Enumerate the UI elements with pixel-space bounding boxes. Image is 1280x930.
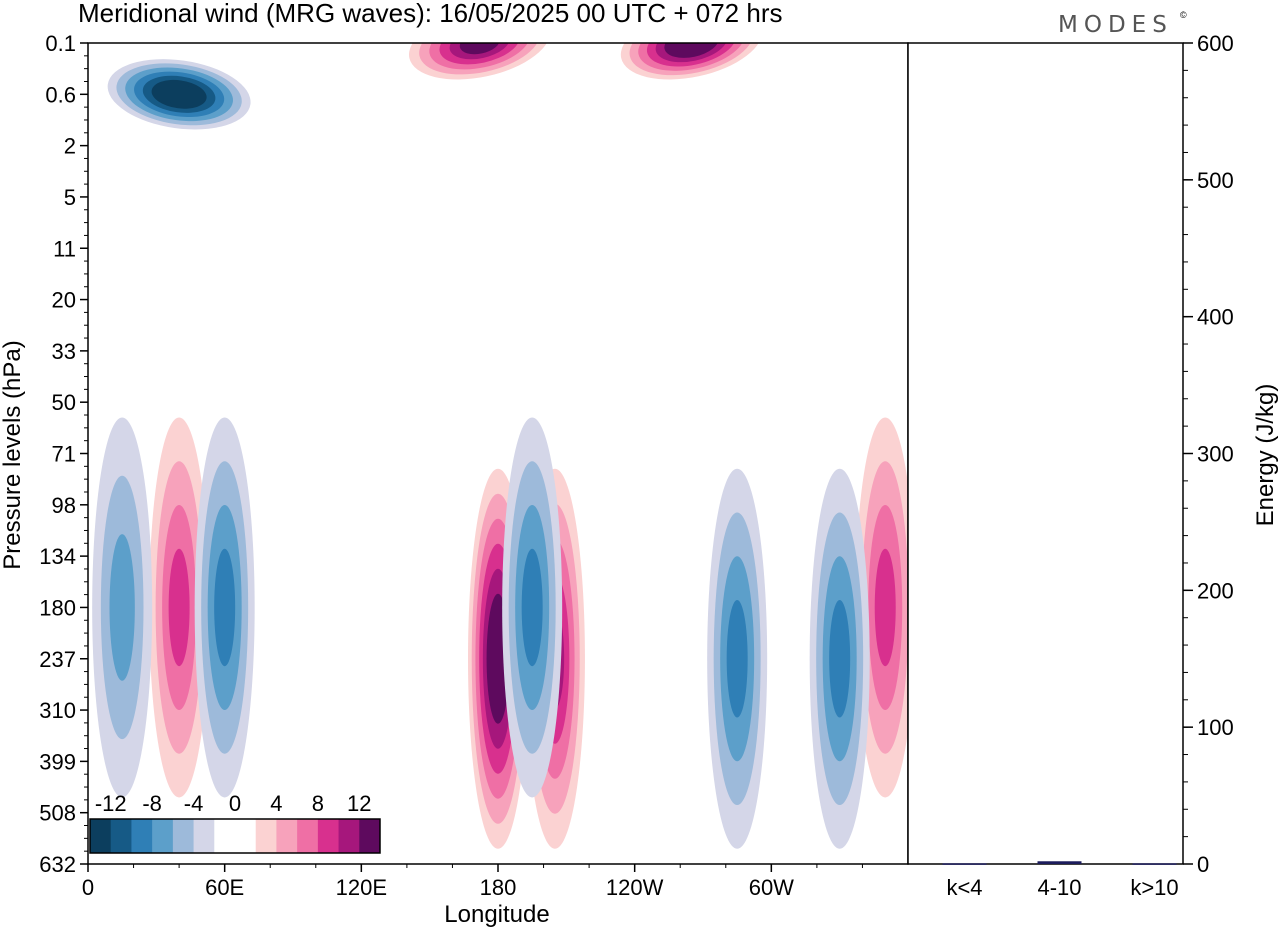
- contour-level: [829, 600, 851, 718]
- colorbar-cell: [110, 819, 132, 853]
- energy-categories: k<4 4-10 k>10: [946, 875, 1178, 900]
- energy-category-label: k>10: [1130, 875, 1178, 900]
- colorbar-cell: [338, 819, 360, 853]
- energy-bar: [1132, 863, 1177, 865]
- colorbar-cell: [276, 819, 298, 853]
- x-tick-label: 60E: [205, 875, 244, 900]
- colorbar-cell: [359, 819, 381, 853]
- x-tick-label: 120E: [336, 875, 387, 900]
- y-tick-label: 20: [52, 288, 76, 313]
- contour-feature: [149, 417, 210, 798]
- contour-level: [214, 548, 236, 667]
- energy-tick-label: 100: [1197, 715, 1234, 740]
- colorbar-labels: -12 -8 -4 0 4 8 12: [95, 791, 372, 816]
- energy-tick-label: 500: [1197, 168, 1234, 193]
- contour-feature: [809, 468, 870, 849]
- x-tick-label: 180: [480, 875, 517, 900]
- y-tick-label: 0.6: [45, 82, 76, 107]
- colorbar-label: -12: [95, 791, 127, 816]
- energy-frame: [907, 42, 1184, 865]
- colorbar-cell: [214, 819, 236, 853]
- x-tick-label: 120W: [606, 875, 664, 900]
- y-tick-label: 632: [39, 852, 76, 877]
- colorbar-cell: [90, 819, 112, 853]
- contour-level: [673, 43, 711, 54]
- x-axis-label: Longitude: [444, 901, 549, 928]
- contour-feature: [107, 59, 251, 130]
- y-tick-label: 237: [39, 647, 76, 672]
- energy-axis-label: Energy (J/kg): [1252, 384, 1279, 527]
- y-tick-label: 50: [52, 390, 76, 415]
- y-tick-label: 134: [39, 544, 76, 569]
- y-tick-label: 33: [52, 339, 76, 364]
- colorbar-label: 12: [347, 791, 371, 816]
- colorbar-frame: [89, 818, 381, 854]
- energy-tick-label: 600: [1197, 31, 1234, 56]
- contour-level: [726, 600, 748, 718]
- energy-bar: [1037, 861, 1082, 864]
- contour-feature: [92, 417, 153, 798]
- colorbar-cell: [235, 819, 257, 853]
- chart-title: Meridional wind (MRG waves): 16/05/2025 …: [78, 0, 783, 28]
- contour-feature: [502, 417, 563, 798]
- colorbar-label: -4: [184, 791, 204, 816]
- energy-tick-label: 200: [1197, 578, 1234, 603]
- longitude-axis: 0 60E 120E 180 120W 60W: [82, 864, 863, 900]
- x-tick-label: 0: [82, 875, 94, 900]
- contour-feature: [707, 468, 768, 849]
- contour-level: [160, 84, 198, 105]
- energy-axis: 0 100 200 300 400 500 600: [1183, 31, 1234, 877]
- contour-level: [490, 618, 506, 699]
- colorbar-label: 8: [312, 791, 324, 816]
- contour-level: [874, 548, 896, 667]
- colorbar-label: -8: [142, 791, 162, 816]
- energy-bar: [942, 863, 987, 865]
- y-tick-label: 5: [64, 185, 76, 210]
- x-tick-label: 60W: [749, 875, 794, 900]
- energy-tick-label: 400: [1197, 305, 1234, 330]
- energy-bars: [942, 861, 1177, 865]
- y-tick-label: 71: [52, 442, 76, 467]
- y-tick-label: 11: [53, 236, 76, 261]
- contour-level: [168, 548, 190, 667]
- y-tick-label: 98: [52, 493, 76, 518]
- y-tick-label: 180: [39, 595, 76, 620]
- y-tick-label: 2: [64, 134, 76, 159]
- brand-mark: ©: [1180, 10, 1187, 20]
- colorbar-cell: [317, 819, 340, 853]
- pressure-axis: 0.1 0.6 2 5 11 20 33 50 71 98 134 180 237 310 399 508 63…: [39, 31, 88, 877]
- colorbar: -12 -8 -4 0 4 8 12: [89, 791, 381, 854]
- colorbar-cell: [152, 819, 174, 853]
- colorbar-cell: [172, 819, 195, 853]
- contour-level: [521, 548, 543, 667]
- y-tick-label: 399: [39, 749, 76, 774]
- colorbar-cell: [193, 819, 215, 853]
- energy-tick-label: 300: [1197, 442, 1234, 467]
- y-tick-label: 310: [39, 698, 76, 723]
- energy-category-label: k<4: [946, 875, 982, 900]
- contour-plot: 0.1 0.6 2 5 11 20 33 50 71 98 134 180 237 310 399 508 63…: [39, 31, 909, 900]
- colorbar-label: 4: [270, 791, 282, 816]
- y-tick-label: 508: [39, 801, 76, 826]
- energy-category-label: 4-10: [1037, 875, 1081, 900]
- colorbar-cells: [90, 819, 381, 853]
- brand-logo: MODES: [1058, 12, 1173, 38]
- colorbar-label: 0: [229, 791, 241, 816]
- contour-level: [109, 534, 135, 681]
- energy-tick-label: 0: [1197, 852, 1209, 877]
- y-tick-label: 0.1: [45, 31, 76, 56]
- colorbar-cell: [297, 819, 319, 853]
- y-axis-label: Pressure levels (hPa): [0, 340, 26, 569]
- contour-feature: [194, 417, 255, 798]
- energy-panel: 0 100 200 300 400 500 600 k<4 4-10 k>10: [907, 31, 1234, 900]
- colorbar-cell: [255, 819, 277, 853]
- colorbar-cell: [131, 819, 153, 853]
